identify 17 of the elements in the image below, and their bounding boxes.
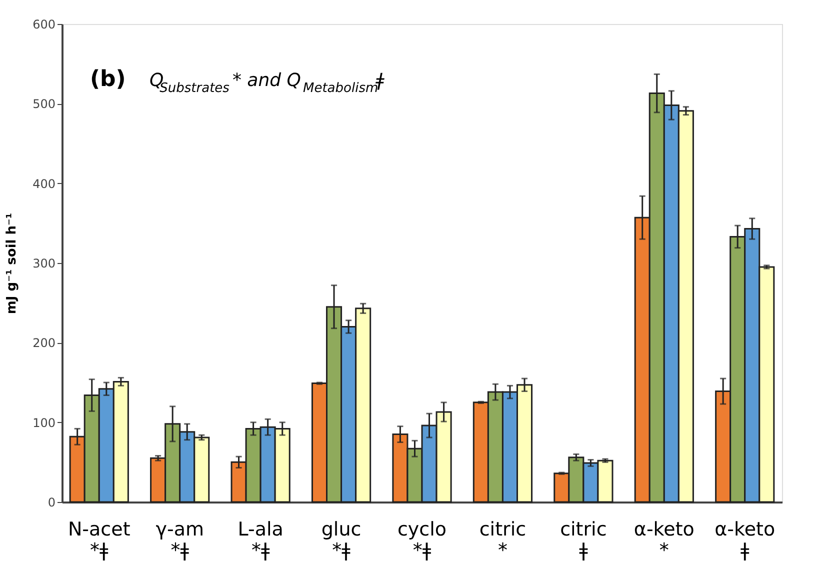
y-tick-label: 0 — [48, 496, 56, 510]
x-tick-label: α-keto * — [634, 518, 694, 562]
y-tick-label: 300 — [32, 256, 56, 270]
x-tick-label: gluc *ǂ — [321, 518, 362, 562]
x-tick-label: L-ala *ǂ — [238, 518, 284, 562]
y-tick-label: 100 — [32, 416, 56, 430]
x-tick-label: cyclo *ǂ — [397, 518, 447, 562]
y-tick-label: 400 — [32, 176, 56, 191]
y-tick-label: 600 — [32, 18, 56, 32]
x-tick-label: citric ǂ — [560, 518, 607, 562]
x-tick-label: citric * — [479, 518, 526, 562]
y-tick-label: 200 — [32, 336, 56, 350]
x-tick-label: γ-am *ǂ — [156, 518, 204, 562]
y-axis-title: mJ g⁻¹ soil h⁻¹ — [4, 212, 20, 314]
x-tick-label: N-acet *ǂ — [68, 518, 130, 562]
y-tick-label: 500 — [32, 97, 56, 112]
x-tick-label: α-keto ǂ — [714, 518, 776, 562]
